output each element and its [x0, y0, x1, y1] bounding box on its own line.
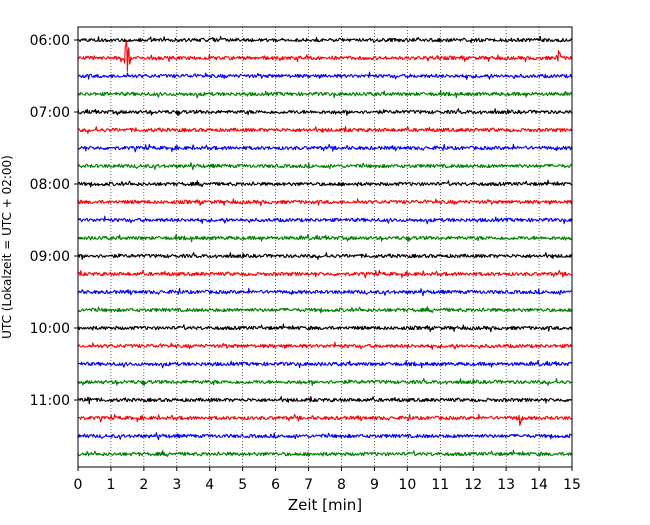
x-tick-label-6: 6	[271, 477, 280, 493]
y-tick-label-08:00: 08:00	[30, 177, 70, 193]
x-tick-label-1: 1	[106, 477, 115, 493]
y-tick-label-10:00: 10:00	[30, 321, 70, 337]
trace-0730	[77, 143, 573, 153]
y-tick-label-07:00: 07:00	[30, 105, 70, 121]
x-tick-label-11: 11	[431, 477, 449, 493]
trace-0645	[77, 90, 573, 99]
x-tick-label-5: 5	[238, 477, 247, 493]
trace-0715	[77, 125, 573, 134]
x-tick-label-7: 7	[304, 477, 313, 493]
y-tick-label-06:00: 06:00	[30, 33, 70, 49]
y-tick-label-11:00: 11:00	[30, 393, 70, 409]
x-tick-label-4: 4	[205, 477, 214, 493]
grid-layer	[110, 27, 540, 467]
trace-0815	[77, 198, 573, 207]
x-tick-label-10: 10	[398, 477, 416, 493]
plot-frame	[77, 26, 573, 468]
trace-0830	[77, 215, 573, 225]
x-tick-label-9: 9	[370, 477, 379, 493]
x-axis-label: Zeit [min]	[288, 496, 362, 514]
x-tick-label-14: 14	[530, 477, 548, 493]
trace-0945	[77, 306, 573, 314]
x-tick-label-13: 13	[497, 477, 515, 493]
x-tick-label-3: 3	[172, 477, 181, 493]
x-tick-label-2: 2	[139, 477, 148, 493]
x-axis-ticks: 0 1 2 3 4 5 6 7 8 9 10 11 12 13 14 15	[74, 467, 581, 493]
trace-0800	[77, 179, 573, 188]
trace-0630	[77, 71, 573, 80]
x-tick-label-8: 8	[337, 477, 346, 493]
trace-0615	[77, 40, 573, 72]
x-tick-label-15: 15	[563, 477, 581, 493]
trace-0900	[77, 252, 573, 260]
trace-1100	[77, 395, 573, 405]
trace-1130	[77, 432, 573, 441]
trace-1145	[77, 449, 573, 458]
trace-0600	[77, 35, 573, 44]
trace-1030	[77, 359, 573, 369]
trace-layer	[77, 35, 573, 458]
trace-0745	[77, 162, 573, 171]
y-tick-label-09:00: 09:00	[30, 249, 70, 265]
trace-1000	[77, 323, 573, 333]
y-axis-label: UTC (Lokalzeit = UTC + 02:00)	[0, 155, 14, 339]
trace-0700	[77, 108, 573, 116]
trace-0845	[77, 233, 573, 243]
trace-0915	[77, 269, 573, 279]
x-tick-label-0: 0	[74, 477, 83, 493]
trace-0930	[77, 287, 573, 297]
trace-1045	[77, 378, 572, 386]
x-tick-label-12: 12	[464, 477, 482, 493]
trace-1115	[77, 413, 573, 426]
trace-1015	[77, 341, 573, 350]
y-axis-ticks: 06:00 07:00 08:00 09:00 10:00 11:00	[30, 33, 78, 409]
